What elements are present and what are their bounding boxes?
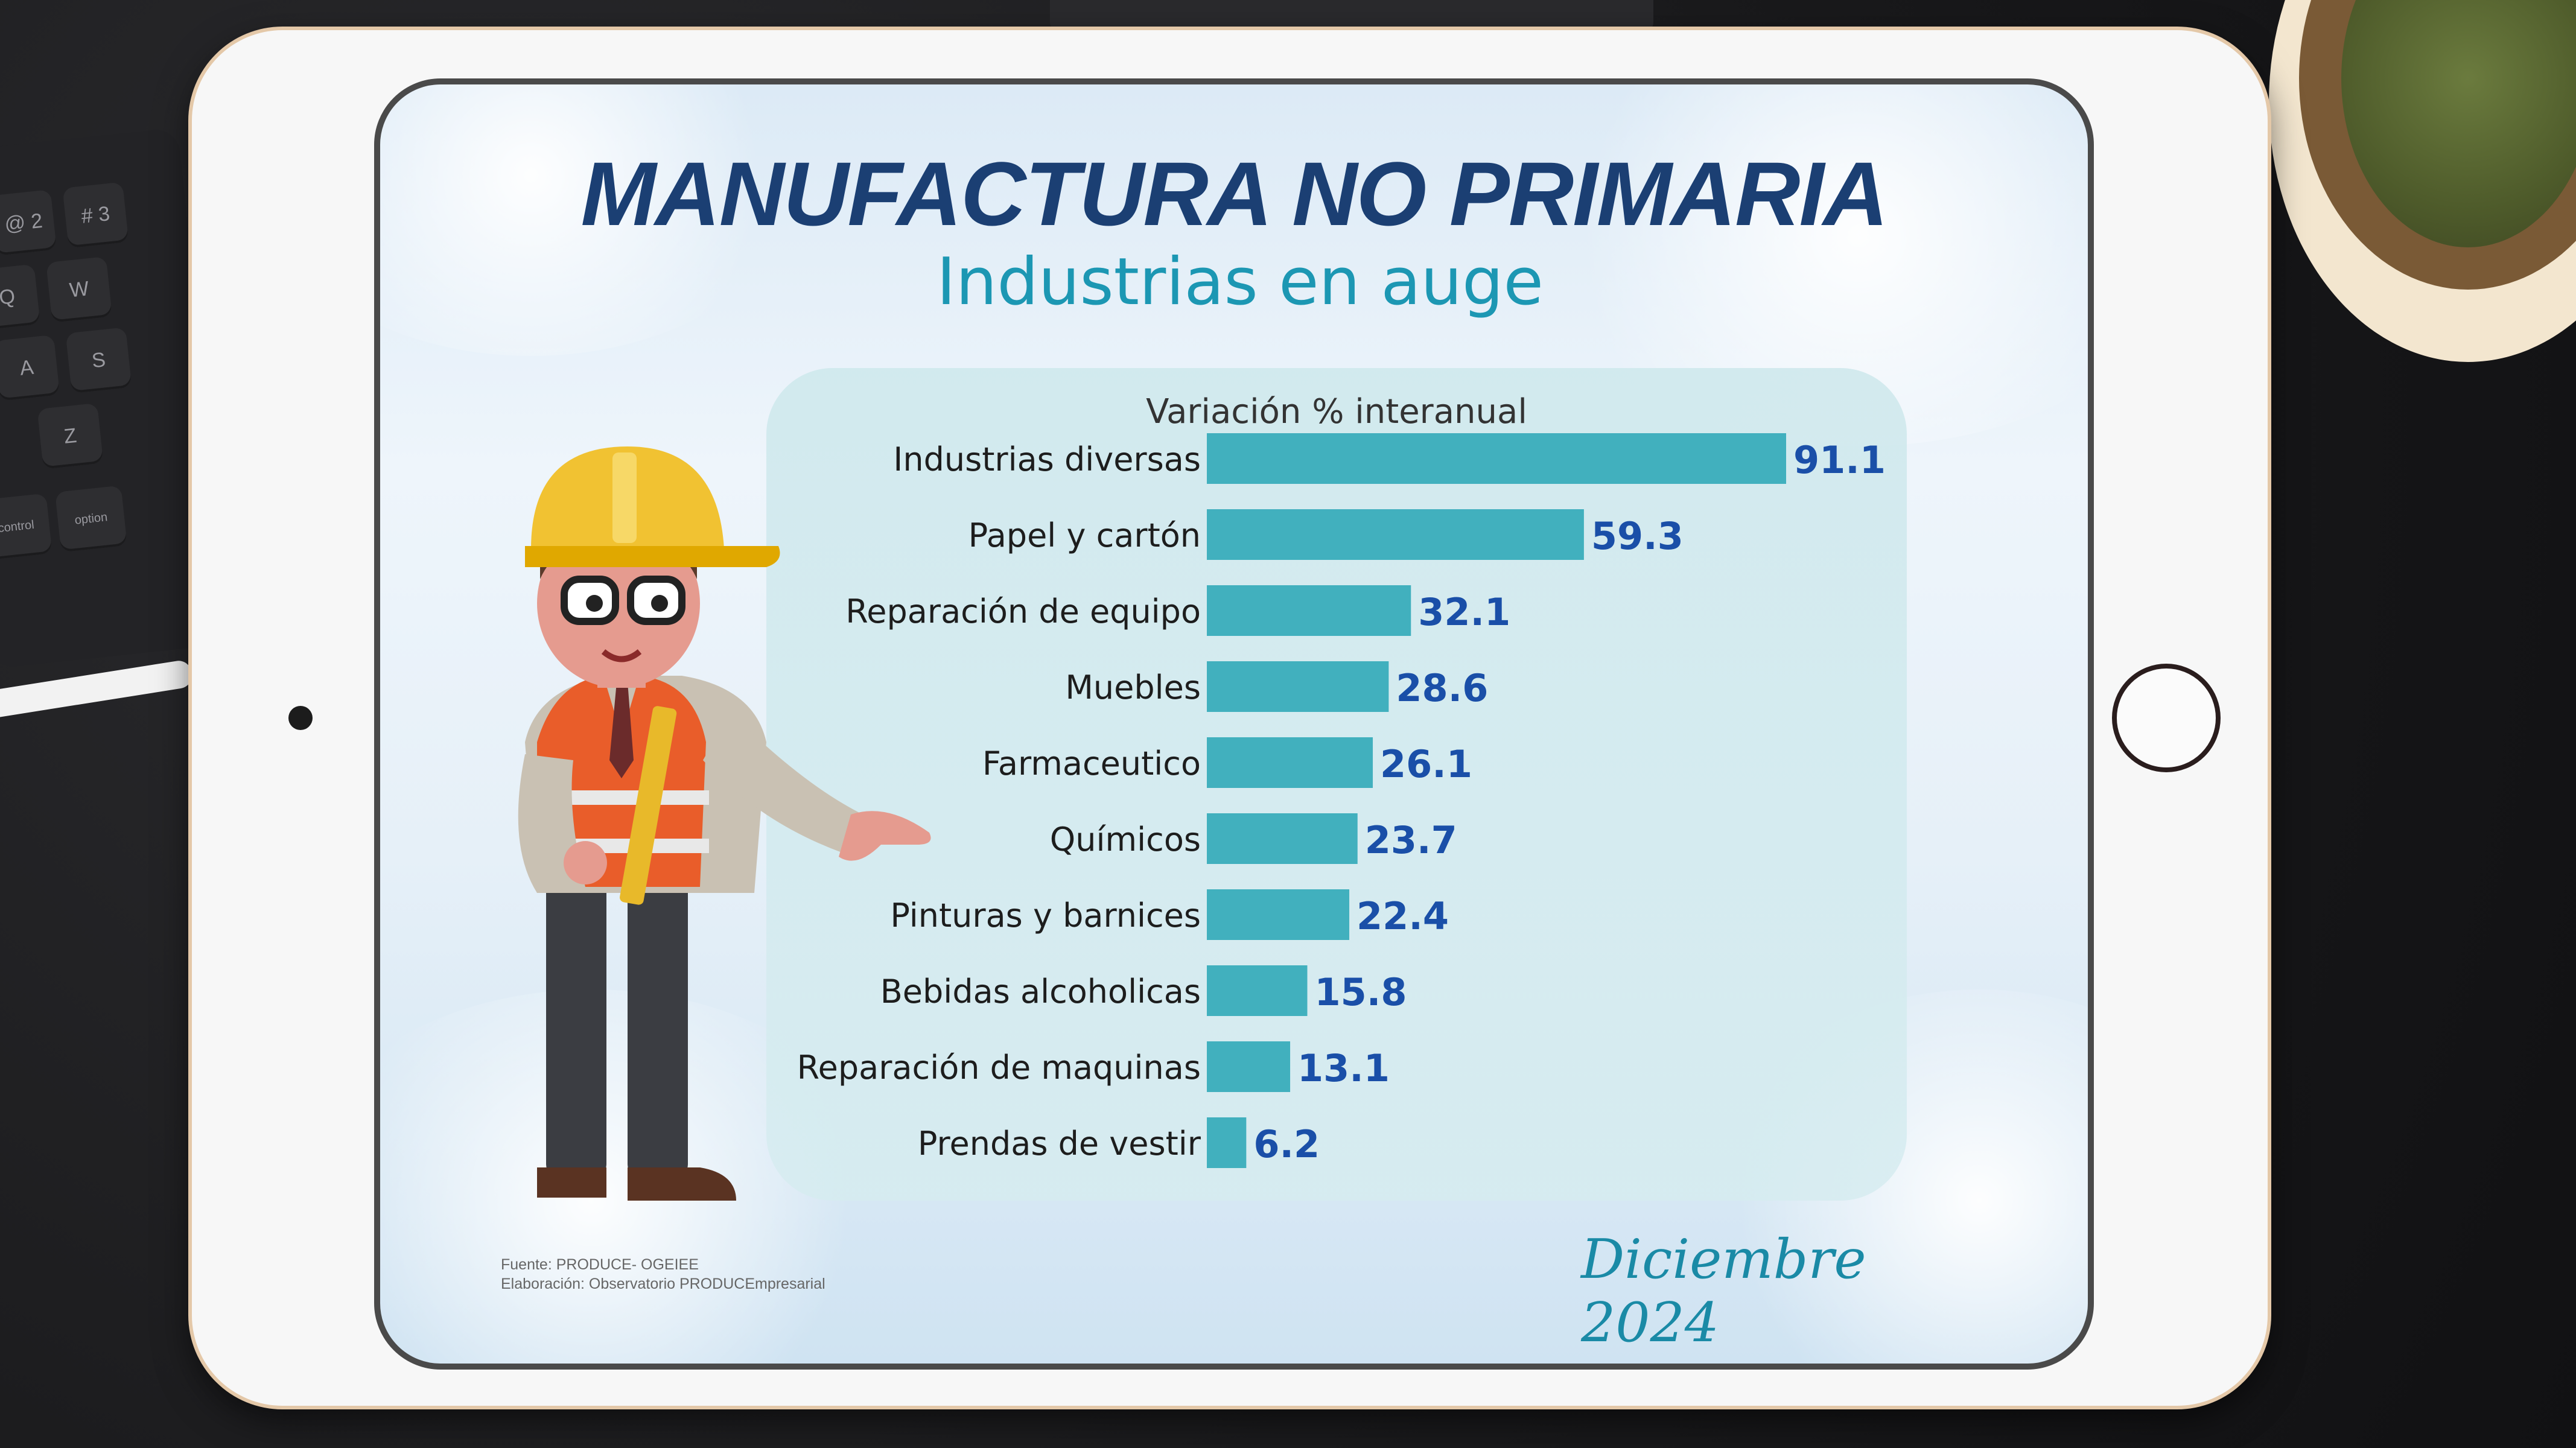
bar <box>1207 1117 1247 1168</box>
elaboration-line: Elaboración: Observatorio PRODUCEmpresar… <box>501 1275 825 1292</box>
tie <box>609 682 634 778</box>
hard-hat-brim <box>525 546 780 567</box>
category-label: Reparación de equipo <box>845 592 1201 630</box>
category-label: Farmaceutico <box>982 745 1201 783</box>
page-title: MANUFACTURA NO PRIMARIA <box>580 143 1889 244</box>
hand-left <box>564 841 607 884</box>
tablet-screen: MANUFACTURA NO PRIMARIA Industrias en au… <box>374 78 2094 1370</box>
category-label: Muebles <box>1065 668 1201 707</box>
engineer-leg-right <box>628 875 688 1176</box>
key-q: Q <box>0 264 40 331</box>
value-label: 26.1 <box>1380 742 1472 786</box>
bar-chart: Industrias diversas 91.1 Papel y cartón 59.… <box>797 433 1886 1168</box>
source-note: Fuente: PRODUCE- OGEIEE Elaboración: Obs… <box>501 1255 825 1294</box>
value-label: 6.2 <box>1253 1122 1320 1166</box>
boot-right <box>628 1167 736 1201</box>
value-label: 15.8 <box>1314 970 1407 1014</box>
page-subtitle: Industrias en auge <box>937 244 1544 320</box>
source-line: Fuente: PRODUCE- OGEIEE <box>501 1256 699 1273</box>
value-label: 13.1 <box>1297 1046 1390 1090</box>
category-label: Industrias diversas <box>893 440 1201 478</box>
eye-right <box>651 595 668 612</box>
smile <box>601 649 642 662</box>
bar <box>1207 965 1308 1016</box>
level-tool <box>620 706 677 905</box>
engineer-leg-left <box>546 875 606 1176</box>
value-label: 28.6 <box>1396 666 1488 710</box>
engineer-arm-right <box>703 712 863 857</box>
boot-left <box>537 1167 606 1198</box>
value-label: 32.1 <box>1418 590 1510 634</box>
value-label: 59.3 <box>1591 514 1684 558</box>
category-label: Papel y cartón <box>968 516 1201 554</box>
key-3: # 3 <box>62 182 129 249</box>
key-option: option <box>55 485 127 553</box>
category-label: Bebidas alcoholicas <box>880 973 1201 1011</box>
key-z: Z <box>37 402 104 469</box>
category-label: Pinturas y barnices <box>890 897 1201 935</box>
key-w: W <box>46 256 113 323</box>
value-label: 23.7 <box>1365 818 1457 862</box>
chart-title: Variación % interanual <box>1146 392 1527 431</box>
notebook <box>1050 0 1653 30</box>
key-control: control <box>0 493 52 560</box>
category-label: Prendas de vestir <box>918 1125 1201 1163</box>
eye-left <box>586 595 603 612</box>
home-button[interactable] <box>2112 664 2221 772</box>
camera-icon <box>288 706 313 730</box>
bar <box>1207 585 1411 636</box>
bar <box>1207 509 1584 560</box>
bar <box>1207 433 1786 484</box>
category-label: Reparación de maquinas <box>797 1049 1201 1087</box>
engineer-illustration <box>518 446 931 1201</box>
value-label: 22.4 <box>1356 894 1449 938</box>
key-2: @ 2 <box>0 189 57 256</box>
bar <box>1207 813 1358 864</box>
bar <box>1207 1041 1291 1092</box>
bar <box>1207 737 1373 788</box>
category-label: Químicos <box>1050 821 1201 859</box>
pointing-hand <box>839 811 931 861</box>
bar <box>1207 661 1389 712</box>
value-label: 91.1 <box>1793 438 1886 482</box>
bar <box>1207 889 1350 940</box>
date-label: Diciembre 2024 <box>1581 1228 1866 1354</box>
key-s: S <box>65 327 132 394</box>
key-a: A <box>0 334 60 401</box>
hard-hat-ridge <box>612 453 637 543</box>
